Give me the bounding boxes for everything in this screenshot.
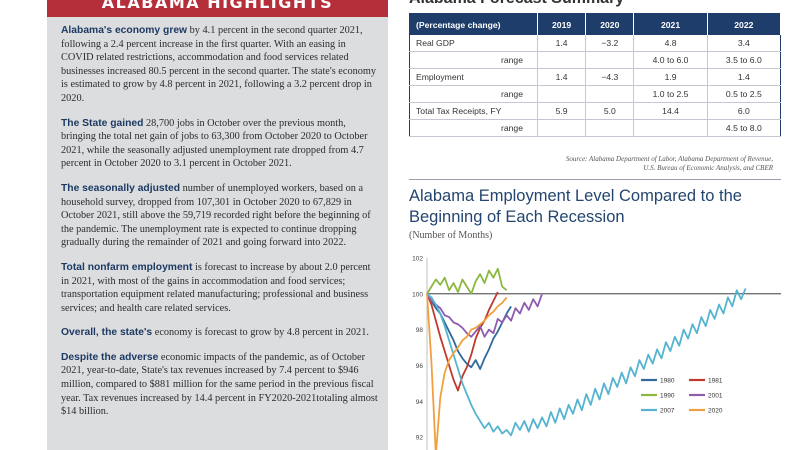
table-cell: 1.9 [633,68,708,86]
employment-chart: 102 100 98 96 94 92 1980 1981 1990 2001 2007 2020 [412,256,781,450]
table-row: range 1.0 to 2.5 0.5 to 2.5 [409,85,781,103]
table-cell: 4.5 to 8.0 [707,119,781,137]
table-cell: 6.0 [707,102,781,120]
column-header: 2020 [585,13,635,35]
paragraph-lead: Alabama's economy grew [61,25,188,36]
highlight-paragraph: Overall, the state's economy is forecast… [61,326,379,340]
table-cell [537,85,587,103]
table-cell [537,51,587,69]
y-tick-label: 92 [416,435,424,442]
source-line: U.S. Bureau of Economic Analysis, and CB… [643,164,773,172]
highlight-paragraph: The State gained 28,700 jobs in October … [61,117,379,171]
column-header: (Percentage change) [409,13,538,35]
table-cell [633,119,708,137]
highlight-paragraph: Alabama's economy grew by 4.1 percent in… [61,24,379,106]
column-header: 2022 [707,13,782,35]
table-cell: 4.0 to 6.0 [633,51,708,69]
legend-label-1990: 1990 [660,392,675,399]
forecast-title: Alabama Forecast Summary [409,0,789,8]
legend-label-2020: 2020 [708,407,723,414]
table-cell: 14.4 [633,102,708,120]
source-line: Source: Alabama Department of Labor, Ala… [565,155,773,163]
table-cell: 1.4 [707,68,781,86]
paragraph-text: 28,700 jobs in October over the previous… [61,117,368,170]
table-cell: 1.4 [537,68,587,86]
highlights-body: Alabama's economy grew by 4.1 percent in… [61,24,379,430]
table-cell [585,119,635,137]
y-tick-label: 100 [412,291,423,298]
series-line-1990 [426,267,508,295]
paragraph-text: number of unemployed workers, based on a… [61,182,371,249]
row-label: Employment [409,68,538,86]
paragraph-lead: Despite the adverse [61,351,159,363]
table-cell: 3.5 to 6.0 [707,51,781,69]
table-row: range 4.0 to 6.0 3.5 to 6.0 [409,51,781,69]
paragraph-text: is forecast to increase by about 2.0 per… [61,261,371,314]
table-cell: 1.0 to 2.5 [633,85,708,103]
table-cell: 3.4 [707,35,781,52]
table-row: range 4.5 to 8.0 [409,119,781,137]
paragraph-lead: The State gained [61,117,144,129]
legend-label-2001: 2001 [708,392,723,399]
table-cell [585,51,635,69]
table-row: Real GDP 1.4 −3.2 4.8 3.4 [409,35,781,52]
column-header: 2019 [537,13,587,35]
table-cell: −4.3 [585,68,635,86]
table-cell: −3.2 [585,35,635,52]
section-divider [409,179,781,180]
row-label: range [409,51,538,69]
row-label: Real GDP [409,35,538,52]
table-source-note: Source: Alabama Department of Labor, Ala… [409,155,773,173]
table-row: Total Tax Receipts, FY 5.9 5.0 14.4 6.0 [409,102,781,120]
highlight-paragraph: Total nonfarm employment is forecast to … [61,261,379,315]
y-tick-label: 102 [412,256,423,263]
chart-subtitle: (Number of Months) [409,230,493,241]
row-label: range [409,119,538,137]
table-cell [537,119,587,137]
legend-label-1981: 1981 [708,377,723,384]
paragraph-lead: The seasonally adjusted [61,182,181,194]
paragraph-text: by 4.1 percent in the second quarter 202… [61,25,377,104]
paragraph-text: economic impacts of the pandemic, as of … [61,351,378,418]
table-cell: 0.5 to 2.5 [707,85,781,103]
row-label: range [409,85,538,103]
highlight-paragraph: The seasonally adjusted number of unempl… [61,182,379,250]
chart-title: Alabama Employment Level Compared to the… [409,187,742,226]
series-line-2020 [426,293,508,450]
series-line-1981 [426,291,499,392]
table-cell: 4.8 [633,35,708,52]
legend-label-1980: 1980 [660,377,675,384]
paragraph-text: economy is forecast to grow by 4.8 perce… [152,327,369,339]
y-tick-label: 96 [416,363,424,370]
table-row: Employment 1.4 −4.3 1.9 1.4 [409,68,781,86]
y-tick-label: 94 [416,399,424,406]
series-line-2001 [426,293,543,338]
table-cell [585,85,635,103]
forecast-table: (Percentage change) 2019 2020 2021 2022 … [409,13,782,137]
y-tick-label: 98 [416,327,424,334]
highlight-paragraph: Despite the adverse economic impacts of … [61,351,379,419]
column-header: 2021 [633,13,708,35]
table-header-row: (Percentage change) 2019 2020 2021 2022 [409,13,782,35]
paragraph-lead: Total nonfarm employment [61,261,193,273]
table-cell: 5.9 [537,102,587,120]
legend-label-2007: 2007 [660,407,675,414]
table-cell: 5.0 [585,102,635,120]
series-line-2007 [426,288,747,437]
row-label: Total Tax Receipts, FY [409,102,538,120]
highlights-header: ALABAMA HIGHLIGHTS [47,0,388,17]
highlights-panel: ALABAMA HIGHLIGHTS Alabama's economy gre… [47,0,388,450]
table-cell: 1.4 [537,35,587,52]
paragraph-lead: Overall, the state's [61,327,153,339]
